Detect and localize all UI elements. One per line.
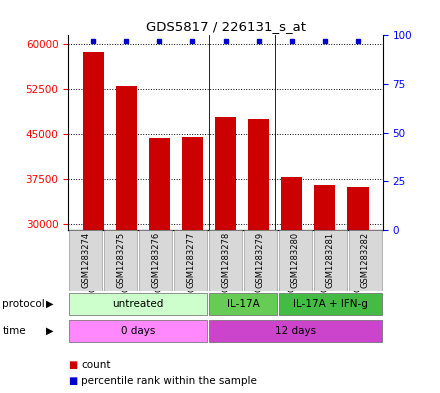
- FancyBboxPatch shape: [279, 230, 312, 291]
- FancyBboxPatch shape: [348, 230, 382, 291]
- Text: GSM1283282: GSM1283282: [361, 232, 370, 288]
- Title: GDS5817 / 226131_s_at: GDS5817 / 226131_s_at: [146, 20, 305, 33]
- Text: percentile rank within the sample: percentile rank within the sample: [81, 376, 257, 386]
- FancyBboxPatch shape: [69, 320, 207, 342]
- FancyBboxPatch shape: [69, 230, 103, 291]
- Text: GSM1283277: GSM1283277: [186, 232, 195, 288]
- FancyBboxPatch shape: [209, 230, 242, 291]
- FancyBboxPatch shape: [314, 230, 347, 291]
- Text: GSM1283278: GSM1283278: [221, 232, 230, 288]
- Bar: [182, 136, 203, 230]
- Text: ■: ■: [68, 376, 77, 386]
- Bar: [248, 119, 269, 230]
- Bar: [281, 177, 302, 230]
- Text: GSM1283279: GSM1283279: [256, 232, 265, 288]
- FancyBboxPatch shape: [69, 293, 207, 315]
- Text: count: count: [81, 360, 111, 370]
- Text: ▶: ▶: [45, 326, 53, 336]
- Bar: [83, 52, 104, 230]
- FancyBboxPatch shape: [244, 230, 277, 291]
- Text: ▶: ▶: [45, 299, 53, 309]
- Text: GSM1283275: GSM1283275: [116, 232, 125, 288]
- FancyBboxPatch shape: [209, 320, 382, 342]
- Bar: [314, 185, 335, 230]
- Bar: [347, 187, 369, 230]
- Text: 0 days: 0 days: [121, 326, 155, 336]
- FancyBboxPatch shape: [174, 230, 207, 291]
- Text: IL-17A: IL-17A: [227, 299, 259, 309]
- Text: GSM1283281: GSM1283281: [326, 232, 335, 288]
- Bar: [116, 86, 137, 230]
- Text: 12 days: 12 days: [275, 326, 316, 336]
- Text: IL-17A + IFN-g: IL-17A + IFN-g: [293, 299, 368, 309]
- Text: GSM1283274: GSM1283274: [81, 232, 90, 288]
- Bar: [215, 118, 236, 230]
- FancyBboxPatch shape: [209, 293, 277, 315]
- FancyBboxPatch shape: [279, 293, 382, 315]
- Bar: [149, 138, 170, 230]
- Text: protocol: protocol: [2, 299, 45, 309]
- FancyBboxPatch shape: [104, 230, 137, 291]
- Text: untreated: untreated: [113, 299, 164, 309]
- Text: GSM1283280: GSM1283280: [291, 232, 300, 288]
- Text: GSM1283276: GSM1283276: [151, 232, 160, 288]
- Text: ■: ■: [68, 360, 77, 370]
- Text: time: time: [2, 326, 26, 336]
- FancyBboxPatch shape: [139, 230, 172, 291]
